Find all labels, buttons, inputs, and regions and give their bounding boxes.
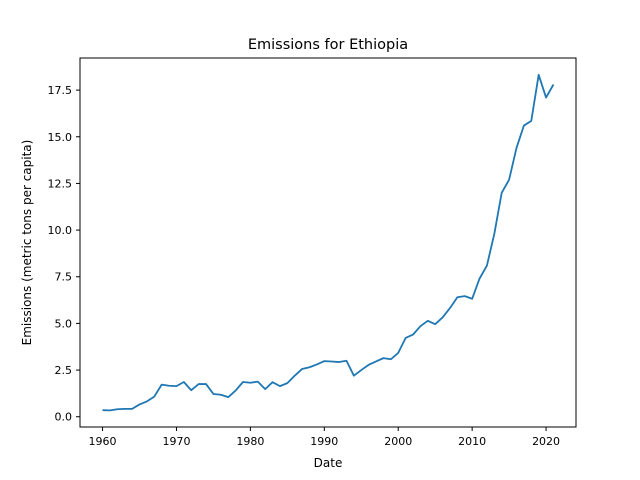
x-axis-label: Date	[314, 456, 343, 470]
x-tick-label: 1960	[89, 435, 117, 448]
y-tick-label: 15.0	[48, 131, 73, 144]
x-tick-label: 1970	[162, 435, 190, 448]
x-tick-label: 2020	[532, 435, 560, 448]
y-tick-label: 0.0	[55, 411, 73, 424]
x-tick-label: 1980	[236, 435, 264, 448]
y-tick-label: 5.0	[55, 317, 73, 330]
y-axis: 0.0 2.5 5.0 7.5 10.0 12.5 15.0 17.5	[48, 84, 80, 424]
x-axis: 1960 1970 1980 1990 2000 2010 2020	[89, 427, 560, 448]
plot-frame	[79, 57, 577, 428]
x-tick-label: 1990	[310, 435, 338, 448]
y-tick-label: 12.5	[48, 177, 73, 190]
y-tick-label: 10.0	[48, 224, 73, 237]
y-tick-label: 2.5	[55, 364, 73, 377]
x-tick-label: 2010	[458, 435, 486, 448]
y-tick-label: 7.5	[55, 271, 73, 284]
x-tick-label: 2000	[384, 435, 412, 448]
series-line	[102, 73, 555, 412]
y-axis-label: Emissions (metric tons per capita)	[20, 140, 34, 346]
chart-title: Emissions for Ethiopia	[248, 37, 408, 53]
plot-area	[102, 73, 555, 412]
y-tick-label: 17.5	[48, 84, 73, 97]
